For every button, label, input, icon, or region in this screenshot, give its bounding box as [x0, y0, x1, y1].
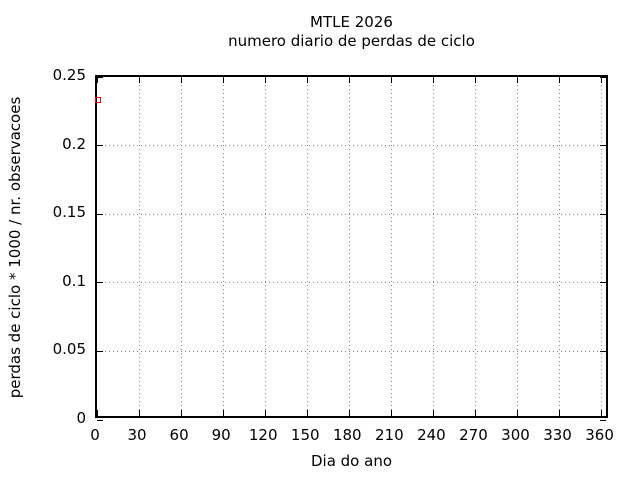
y-grid-line: [97, 213, 606, 215]
y-tick-mark-right: [600, 282, 606, 284]
y-axis-label: perdas de ciclo * 1000 / nr. observacoes: [6, 96, 24, 399]
x-tick-label: 360: [585, 426, 614, 444]
x-grid-line: [348, 77, 350, 416]
y-tick-label: 0.25: [52, 66, 86, 84]
y-tick-mark-right: [600, 76, 606, 78]
y-grid-line: [97, 350, 606, 352]
x-tick-mark-bottom: [559, 410, 561, 416]
plot-area: [95, 75, 608, 421]
x-tick-mark-bottom: [516, 410, 518, 416]
x-grid-line: [264, 77, 266, 416]
x-grid-line: [222, 77, 224, 416]
x-grid-line: [474, 77, 476, 416]
x-tick-mark-top: [348, 77, 350, 83]
x-tick-label: 150: [290, 426, 320, 444]
x-tick-mark-top: [264, 77, 266, 83]
x-tick-label: 90: [211, 426, 231, 444]
x-tick-mark-top: [601, 77, 603, 83]
y-tick-mark-left: [97, 419, 103, 421]
y-tick-mark-right: [600, 213, 606, 215]
x-tick-label: 240: [417, 426, 446, 444]
x-tick-mark-bottom: [222, 410, 224, 416]
x-grid-line: [390, 77, 392, 416]
y-tick-label: 0.1: [62, 271, 86, 290]
x-tick-mark-bottom: [138, 410, 140, 416]
x-grid-line: [306, 77, 308, 416]
x-tick-label: 0: [90, 426, 100, 444]
x-tick-mark-bottom: [601, 410, 603, 416]
x-tick-mark-top: [474, 77, 476, 83]
x-tick-mark-top: [432, 77, 434, 83]
x-tick-label: 120: [248, 426, 278, 444]
x-tick-mark-bottom: [348, 410, 350, 416]
x-tick-mark-bottom: [264, 410, 266, 416]
x-tick-mark-top: [559, 77, 561, 83]
x-axis-label: Dia do ano: [310, 452, 393, 470]
x-tick-mark-bottom: [96, 410, 98, 416]
y-tick-label: 0.15: [52, 203, 86, 222]
x-tick-label: 60: [169, 426, 189, 444]
x-tick-label: 180: [332, 426, 362, 444]
x-tick-mark-top: [390, 77, 392, 83]
y-tick-mark-left: [97, 213, 103, 215]
x-grid-line: [559, 77, 561, 416]
y-tick-mark-left: [97, 76, 103, 78]
x-tick-label: 270: [459, 426, 488, 444]
chart-title: MTLE 2026: [310, 13, 393, 31]
data-point-marker: [95, 96, 102, 103]
x-grid-line: [180, 77, 182, 416]
x-tick-mark-top: [222, 77, 224, 83]
x-tick-mark-bottom: [474, 410, 476, 416]
x-grid-line: [601, 77, 603, 416]
y-tick-mark-left: [97, 282, 103, 284]
y-tick-mark-right: [600, 145, 606, 147]
x-tick-label: 30: [127, 426, 147, 444]
x-tick-mark-bottom: [180, 410, 182, 416]
y-tick-mark-right: [600, 419, 606, 421]
x-tick-mark-top: [516, 77, 518, 83]
x-tick-mark-top: [138, 77, 140, 83]
x-tick-mark-bottom: [432, 410, 434, 416]
chart-subtitle: numero diario de perdas de ciclo: [228, 32, 475, 50]
x-tick-mark-top: [96, 77, 98, 83]
x-grid-line: [432, 77, 434, 416]
y-tick-mark-left: [97, 145, 103, 147]
x-tick-label: 330: [543, 426, 572, 444]
x-tick-mark-top: [306, 77, 308, 83]
y-tick-label: 0.05: [52, 340, 86, 359]
y-tick-mark-left: [97, 350, 103, 352]
x-tick-mark-bottom: [390, 410, 392, 416]
x-tick-label: 300: [501, 426, 530, 444]
x-tick-mark-top: [180, 77, 182, 83]
chart-title-block: MTLE 2026 numero diario de perdas de cic…: [95, 13, 608, 51]
y-tick-mark-right: [600, 350, 606, 352]
x-grid-line: [138, 77, 140, 416]
x-grid-line: [516, 77, 518, 416]
y-tick-label: 0: [76, 409, 86, 427]
x-tick-label: 210: [375, 426, 404, 444]
y-grid-line: [97, 282, 606, 284]
y-tick-label: 0.2: [62, 134, 86, 153]
y-grid-line: [97, 145, 606, 147]
x-tick-mark-bottom: [306, 410, 308, 416]
